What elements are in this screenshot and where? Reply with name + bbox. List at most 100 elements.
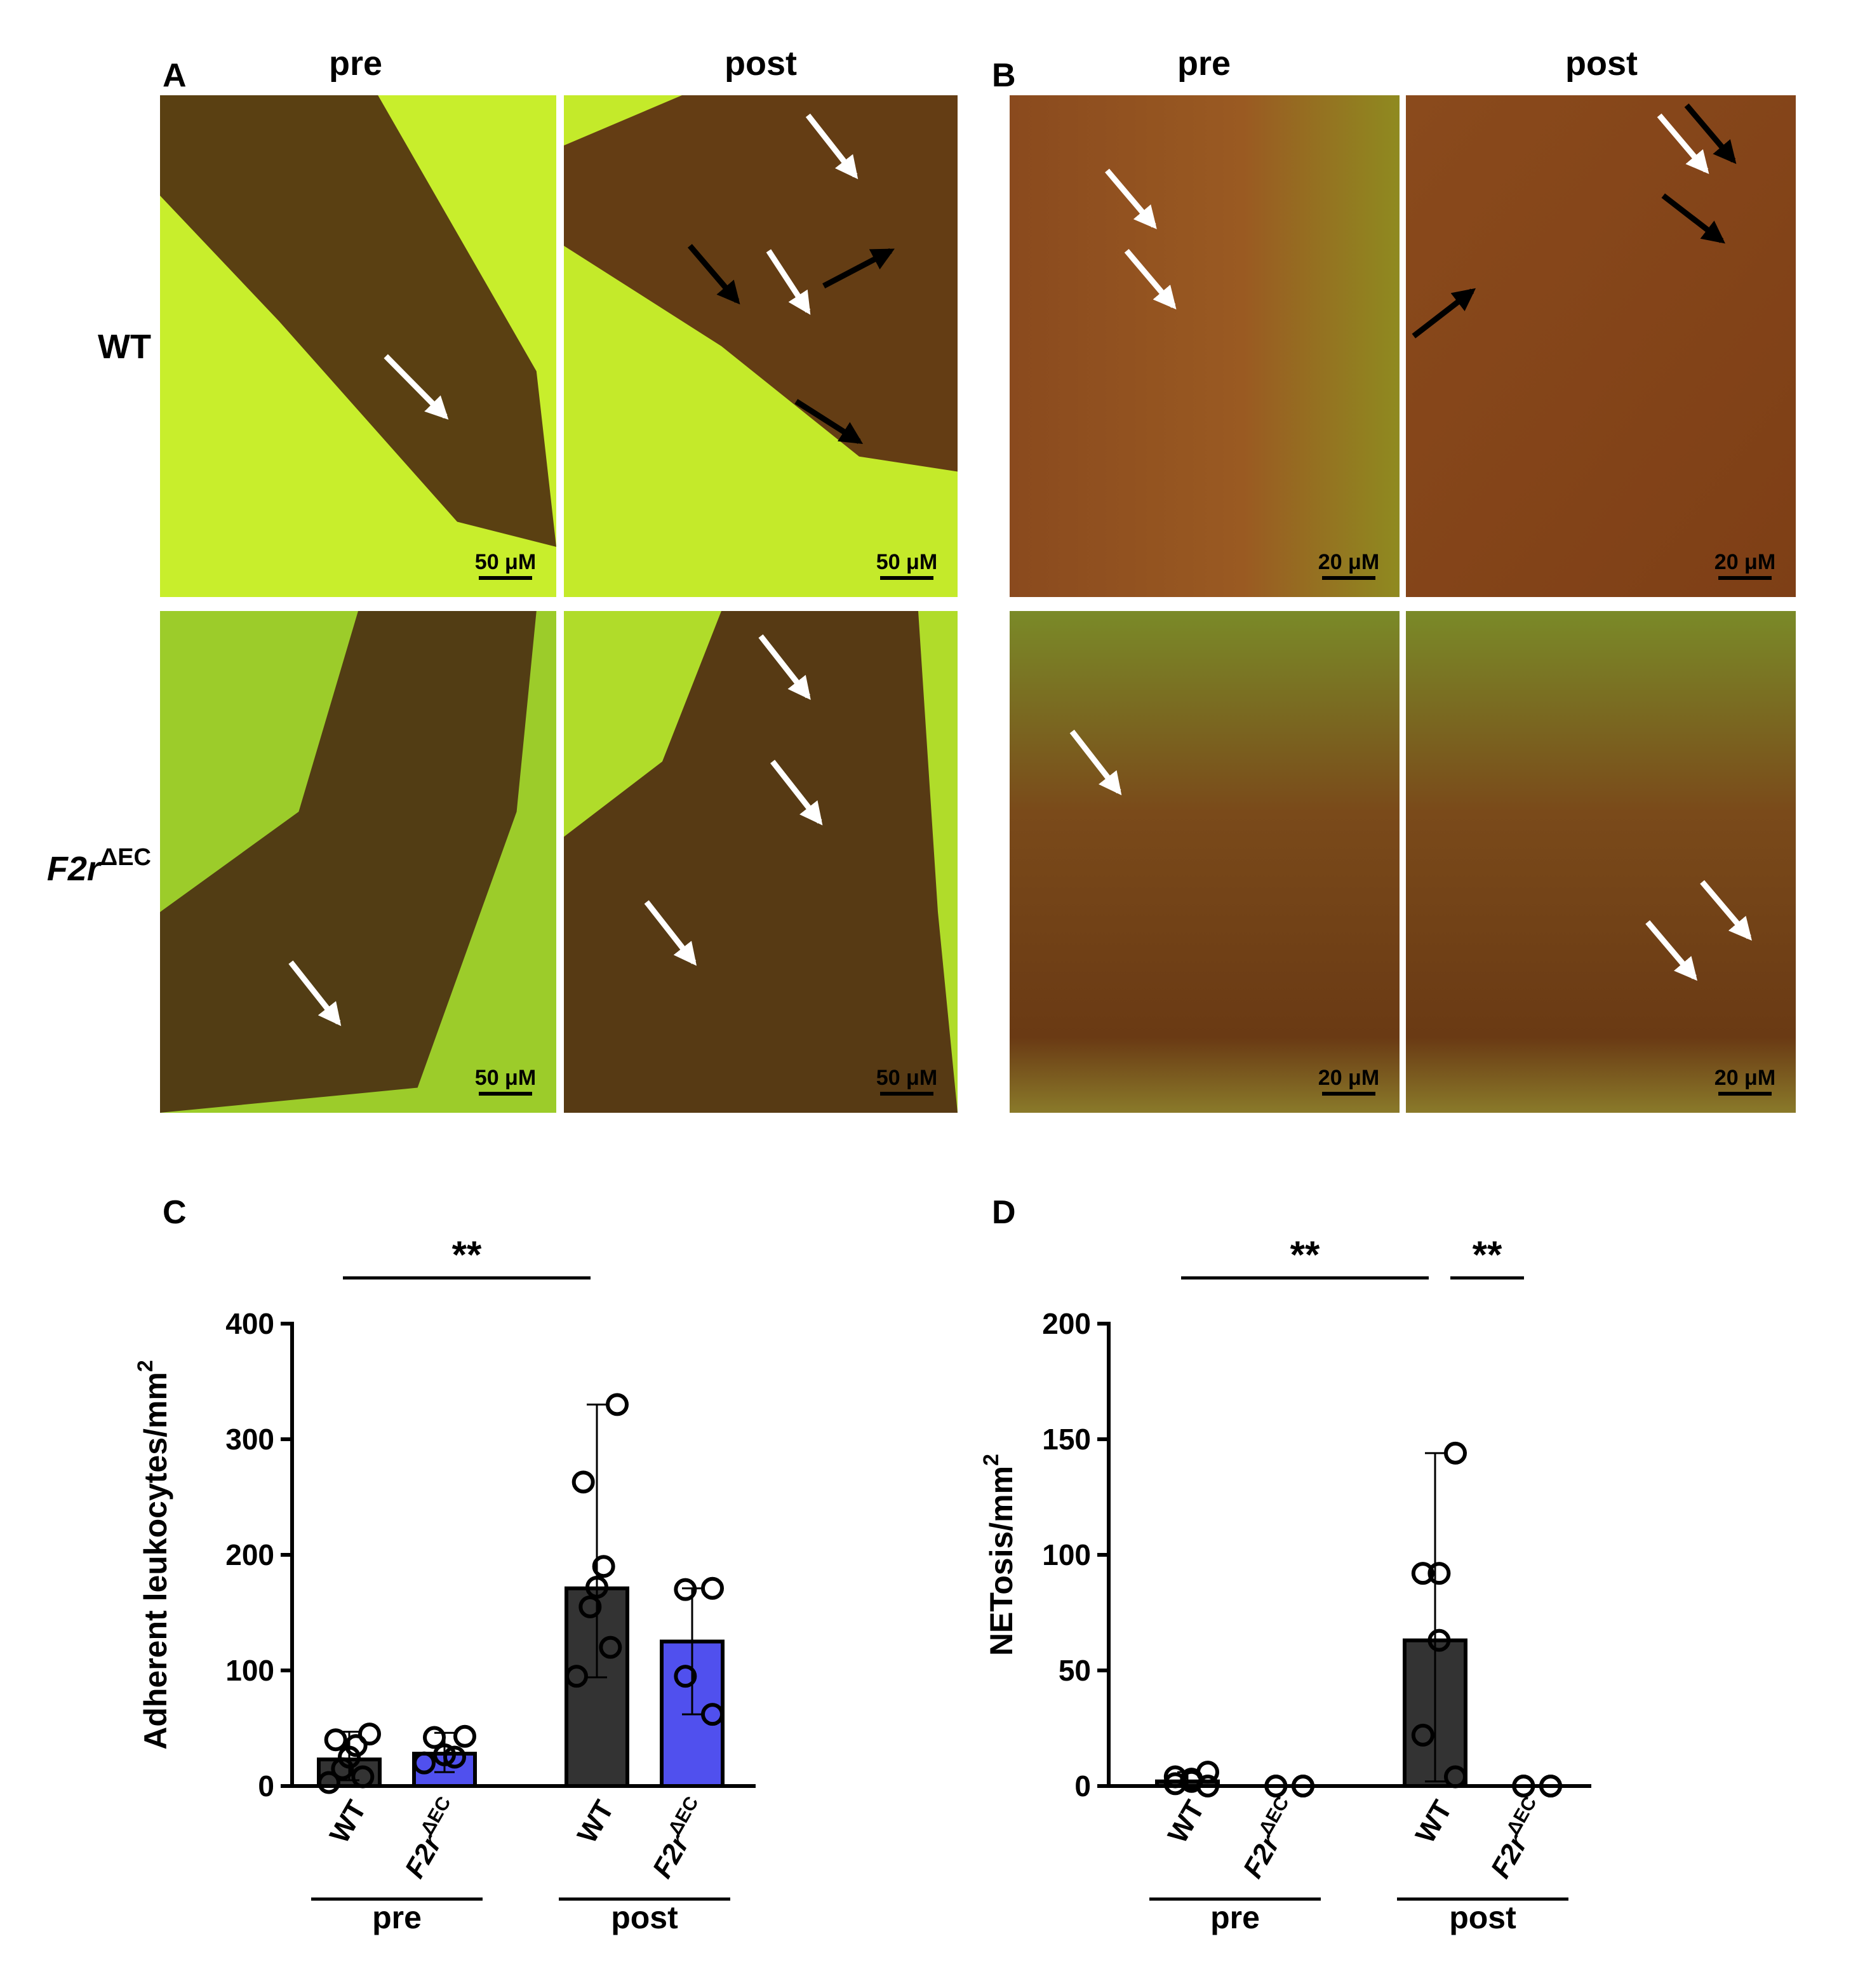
scale-bar-label: 50 μM [876, 550, 937, 574]
x-tick-label: WT [1410, 1795, 1459, 1848]
scale-bar-label: 20 μM [1714, 1066, 1775, 1090]
data-point [338, 1745, 361, 1769]
panel-label: C [163, 1194, 187, 1231]
micrograph: 50 μM [564, 611, 958, 1113]
x-tick-label: WT [1162, 1795, 1211, 1848]
row-label-base: F2r [47, 850, 102, 888]
micrograph: 20 μM [1406, 95, 1796, 597]
data-point [324, 1728, 347, 1752]
y-tick-label: 400 [225, 1307, 274, 1340]
arrow [822, 248, 895, 289]
arrow [794, 399, 864, 444]
y-tick-label: 0 [258, 1770, 274, 1803]
data-point [344, 1734, 368, 1757]
x-tick-label: WT [571, 1795, 620, 1848]
x-tick-label-text: F2r [1485, 1829, 1534, 1883]
data-point [358, 1723, 381, 1746]
y-tick-label: 100 [225, 1654, 274, 1687]
data-point [565, 1665, 588, 1688]
group-label: post [1449, 1900, 1516, 1935]
y-axis-label-superscript: 2 [133, 1360, 157, 1372]
x-tick-label-text: F2r [399, 1829, 448, 1883]
data-point [1539, 1775, 1562, 1797]
micrograph: 50 μM [564, 95, 958, 597]
scale-bar-label: 50 μM [475, 550, 536, 574]
data-point [1411, 1562, 1434, 1585]
x-tick-label: F2rΔEC [1481, 1793, 1553, 1883]
micrograph-background [1406, 611, 1796, 1113]
x-tick-label-text: F2r [646, 1829, 696, 1883]
y-tick-label: 300 [225, 1423, 274, 1456]
arrow [1700, 880, 1752, 941]
arrow [805, 113, 859, 180]
row-label: F2rΔEC [47, 844, 151, 888]
column-header: pre [329, 44, 382, 83]
scale-bar-label: 50 μM [876, 1066, 937, 1090]
data-point [413, 1751, 436, 1775]
arrow [644, 900, 697, 966]
data-point [599, 1635, 622, 1659]
arrow [1645, 920, 1698, 981]
data-point [1427, 1629, 1451, 1652]
micrograph: 20 μM [1010, 95, 1400, 597]
data-point [585, 1575, 608, 1599]
y-axis-label: Adherent leukocytes/mm2 [133, 1360, 173, 1750]
arrow [758, 634, 811, 700]
data-point [423, 1726, 446, 1749]
vessel-region [564, 95, 958, 472]
scale-bar-label: 20 μM [1714, 550, 1775, 574]
data-point [674, 1578, 697, 1601]
arrow [384, 354, 449, 420]
micrograph-background [1010, 95, 1400, 597]
data-point [331, 1757, 354, 1780]
data-point [1444, 1441, 1467, 1465]
panel-label: A [163, 57, 187, 94]
data-point [1264, 1775, 1288, 1797]
data-point [578, 1595, 602, 1618]
y-tick-label: 0 [1074, 1770, 1091, 1803]
micrograph: 20 μM [1406, 611, 1796, 1113]
vessel-region [564, 611, 958, 1113]
data-point [1444, 1765, 1467, 1789]
arrow [1412, 288, 1476, 339]
group-label: pre [372, 1900, 422, 1935]
x-tick-label: F2rΔEC [395, 1793, 467, 1883]
x-tick-label-text: WT [571, 1795, 620, 1848]
charts: C Adherent leukocytes/mm2 0 100 200 300 400 WT F… [133, 1194, 1591, 1935]
column-header: pre [1177, 44, 1231, 83]
y-tick-label: 150 [1042, 1423, 1091, 1456]
x-tick-label: F2rΔEC [643, 1793, 715, 1883]
x-tick-label: WT [324, 1795, 373, 1848]
y-axis-label-text: Adherent leukocytes/mm [138, 1372, 173, 1750]
micrograph: 50 μM [160, 95, 556, 597]
y-tick-label: 200 [1042, 1307, 1091, 1340]
scale-bar-label: 20 μM [1318, 550, 1379, 574]
micrograph-background [1010, 611, 1400, 1113]
x-tick-label-superscript: ΔEC [417, 1793, 455, 1838]
micrograph: 50 μM [160, 611, 556, 1113]
micrograph: 20 μM [1010, 611, 1400, 1113]
x-tick-label-superscript: ΔEC [1255, 1793, 1293, 1838]
row-label-superscript: ΔEC [100, 844, 151, 871]
arrow [770, 760, 823, 826]
significance-label: ** [1473, 1233, 1502, 1276]
column-header: post [1565, 44, 1638, 83]
x-tick-label-superscript: ΔEC [664, 1793, 702, 1838]
y-axis-label: NETosis/mm2 [979, 1454, 1019, 1656]
arrow [1105, 168, 1157, 229]
y-tick-label: 200 [225, 1538, 274, 1571]
scale-bar-label: 50 μM [475, 1066, 536, 1090]
arrow [1069, 729, 1122, 796]
group-label: pre [1210, 1900, 1260, 1935]
scale-bar-label: 20 μM [1318, 1066, 1379, 1090]
data-point [433, 1743, 456, 1766]
data-point [351, 1765, 375, 1789]
vessel-region [160, 95, 556, 547]
panel-label: B [992, 57, 1016, 94]
data-point [1427, 1562, 1451, 1585]
arrow [687, 244, 740, 305]
data-point [1292, 1775, 1314, 1797]
